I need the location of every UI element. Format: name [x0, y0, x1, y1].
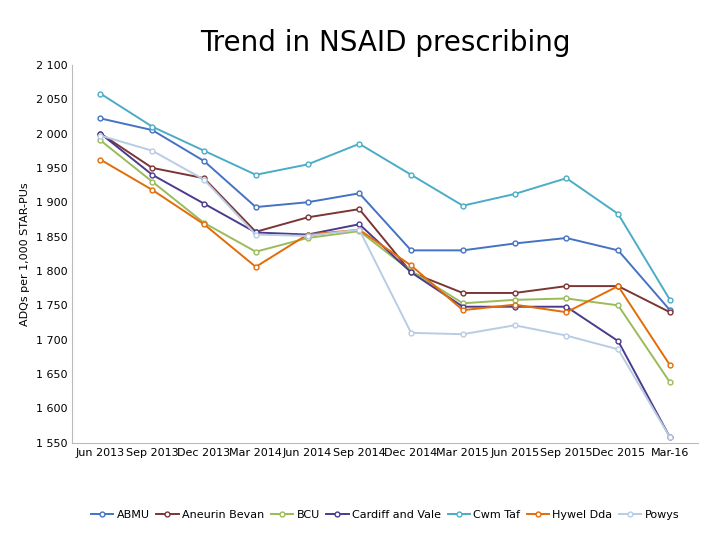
- Hywel Dda: [303, 231, 312, 238]
- BCU: [562, 295, 571, 302]
- Aneurin Bevan: [96, 130, 105, 137]
- Hywel Dda: [148, 187, 156, 193]
- Powys: [459, 331, 467, 338]
- BCU: [96, 137, 105, 144]
- ABMU: [614, 247, 623, 254]
- ABMU: [510, 240, 519, 247]
- Y-axis label: ADQs per 1,000 STAR-PUs: ADQs per 1,000 STAR-PUs: [20, 182, 30, 326]
- Cardiff and Vale: [614, 338, 623, 345]
- Cwm Taf: [355, 140, 364, 147]
- Hywel Dda: [665, 362, 674, 368]
- Title: Trend in NSAID prescribing: Trend in NSAID prescribing: [200, 29, 570, 57]
- Powys: [148, 147, 156, 154]
- BCU: [199, 220, 208, 226]
- Aneurin Bevan: [407, 269, 415, 275]
- BCU: [665, 379, 674, 386]
- Line: Aneurin Bevan: Aneurin Bevan: [98, 131, 672, 315]
- Aneurin Bevan: [614, 283, 623, 289]
- ABMU: [562, 235, 571, 241]
- Powys: [251, 231, 260, 238]
- Cardiff and Vale: [199, 200, 208, 207]
- Powys: [510, 322, 519, 328]
- Cwm Taf: [251, 172, 260, 178]
- Cwm Taf: [407, 172, 415, 178]
- Aneurin Bevan: [303, 214, 312, 221]
- ABMU: [96, 115, 105, 122]
- BCU: [251, 248, 260, 255]
- Aneurin Bevan: [665, 309, 674, 315]
- Cardiff and Vale: [407, 269, 415, 275]
- Aneurin Bevan: [355, 206, 364, 212]
- Powys: [96, 132, 105, 139]
- Cwm Taf: [303, 161, 312, 168]
- BCU: [510, 296, 519, 303]
- Cardiff and Vale: [355, 221, 364, 227]
- Hywel Dda: [355, 226, 364, 233]
- Powys: [614, 346, 623, 353]
- ABMU: [251, 204, 260, 210]
- Hywel Dda: [562, 309, 571, 315]
- Hywel Dda: [96, 157, 105, 163]
- Cardiff and Vale: [459, 303, 467, 310]
- Aneurin Bevan: [510, 290, 519, 296]
- Aneurin Bevan: [199, 175, 208, 181]
- Powys: [407, 329, 415, 336]
- ABMU: [303, 199, 312, 206]
- Cwm Taf: [614, 211, 623, 217]
- Line: ABMU: ABMU: [98, 116, 672, 313]
- BCU: [303, 235, 312, 241]
- ABMU: [199, 158, 208, 164]
- Hywel Dda: [407, 262, 415, 269]
- Hywel Dda: [459, 307, 467, 313]
- BCU: [407, 268, 415, 274]
- Cwm Taf: [459, 202, 467, 209]
- Aneurin Bevan: [148, 165, 156, 171]
- Cwm Taf: [510, 191, 519, 197]
- Powys: [355, 226, 364, 233]
- BCU: [459, 300, 467, 307]
- Cwm Taf: [148, 124, 156, 130]
- Cardiff and Vale: [562, 303, 571, 310]
- ABMU: [355, 190, 364, 197]
- Hywel Dda: [510, 301, 519, 308]
- Cwm Taf: [96, 90, 105, 97]
- Cwm Taf: [199, 147, 208, 154]
- Powys: [303, 233, 312, 239]
- Cwm Taf: [562, 175, 571, 181]
- Cardiff and Vale: [251, 230, 260, 236]
- BCU: [614, 302, 623, 308]
- Line: Cardiff and Vale: Cardiff and Vale: [98, 131, 672, 440]
- Powys: [199, 177, 208, 183]
- Line: Cwm Taf: Cwm Taf: [98, 91, 672, 302]
- BCU: [148, 178, 156, 185]
- Line: Powys: Powys: [98, 133, 672, 440]
- Cardiff and Vale: [96, 130, 105, 137]
- Cwm Taf: [665, 296, 674, 303]
- Cardiff and Vale: [148, 172, 156, 178]
- Aneurin Bevan: [251, 228, 260, 235]
- ABMU: [407, 247, 415, 254]
- Hywel Dda: [614, 283, 623, 289]
- ABMU: [665, 307, 674, 313]
- ABMU: [148, 127, 156, 133]
- BCU: [355, 228, 364, 234]
- Cardiff and Vale: [303, 231, 312, 238]
- Line: Hywel Dda: Hywel Dda: [98, 157, 672, 368]
- Line: BCU: BCU: [98, 138, 672, 385]
- Hywel Dda: [251, 264, 260, 270]
- Cardiff and Vale: [665, 434, 674, 441]
- ABMU: [459, 247, 467, 254]
- Powys: [665, 434, 674, 441]
- Legend: ABMU, Aneurin Bevan, BCU, Cardiff and Vale, Cwm Taf, Hywel Dda, Powys: ABMU, Aneurin Bevan, BCU, Cardiff and Va…: [86, 505, 684, 524]
- Cardiff and Vale: [510, 303, 519, 310]
- Powys: [562, 332, 571, 339]
- Aneurin Bevan: [459, 290, 467, 296]
- Hywel Dda: [199, 221, 208, 227]
- Aneurin Bevan: [562, 283, 571, 289]
